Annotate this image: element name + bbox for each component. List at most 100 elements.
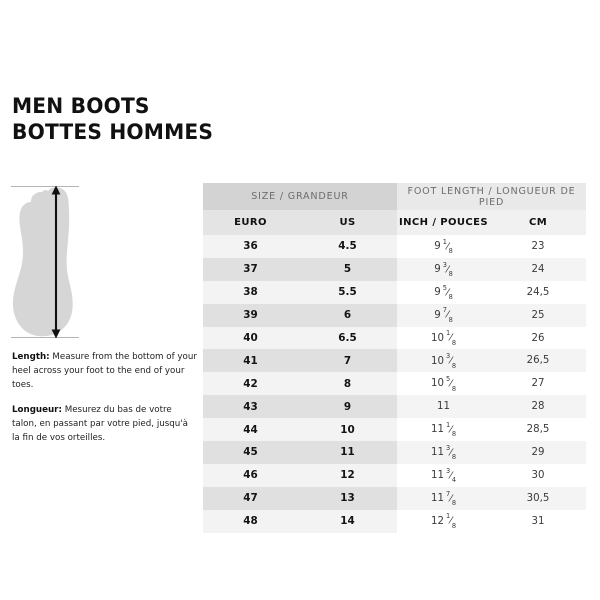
page-title-line-en: MEN BOOTS [12,94,150,119]
cell-cm: 28 [490,395,587,419]
inch-value: 11 1⁄8 [430,420,457,439]
cell-inch: 12 1⁄8 [397,509,491,533]
inch-value: 9 5⁄8 [434,283,453,301]
column-header-cm: CM [490,210,587,235]
measurement-arrow [51,185,61,339]
foot-silhouette [12,187,73,337]
measurement-instructions: Length: Measure from the bottom of your … [12,350,198,445]
table-row: 47 13 11 7⁄8 30,5 [203,486,587,510]
cell-us: 8 [298,372,398,396]
cell-euro: 42 [203,372,298,396]
cell-us: 5.5 [298,280,398,304]
cell-cm: 23 [490,235,587,258]
instruction-english: Length: Measure from the bottom of your … [12,350,198,393]
table-row: 45 11 11 3⁄8 29 [203,441,587,464]
column-header-euro: EURO [203,210,298,235]
cell-inch: 10 3⁄8 [397,349,491,373]
cell-euro: 41 [203,349,298,373]
cell-euro: 37 [203,257,298,281]
table-row: 42 8 10 5⁄8 27 [203,372,587,396]
cell-cm: 26,5 [490,349,587,373]
cell-cm: 30,5 [490,486,587,510]
cell-euro: 39 [203,303,298,327]
table-row: 48 14 12 1⁄8 31 [203,509,587,533]
cell-us: 4.5 [298,235,398,258]
table-row: 36 4.5 9 1⁄8 23 [203,235,587,258]
column-header-us: US [298,210,398,235]
table-row: 43 9 11 28 [203,395,587,419]
inch-value: 11 7⁄8 [430,489,457,507]
page-title-line-fr: BOTTES HOMMES [12,120,214,145]
fraction: 5⁄8 [445,375,457,393]
cell-inch: 11 [397,395,491,419]
cell-us: 6.5 [298,326,398,350]
cell-cm: 27 [490,372,587,396]
fraction: 5⁄8 [442,283,453,301]
cell-us: 11 [298,441,398,464]
table-row: 39 6 9 7⁄8 25 [203,303,587,327]
inch-value: 12 1⁄8 [430,512,457,530]
cell-euro: 46 [203,463,298,487]
inch-value: 11 3⁄4 [430,466,457,485]
cell-inch: 11 3⁄4 [397,463,491,487]
page-title: MEN BOOTS BOTTES HOMMES [12,94,342,146]
fraction: 1⁄8 [445,329,457,347]
fraction: 3⁄8 [442,260,453,279]
cell-us: 9 [298,395,398,419]
inch-value: 9 3⁄8 [434,260,453,279]
group-header-size: SIZE / GRANDEUR [203,183,398,210]
column-header-inch: INCH / POUCES [397,210,491,235]
table-row: 44 10 11 1⁄8 28,5 [203,418,587,442]
inch-value: 9 1⁄8 [434,237,453,256]
cell-us: 10 [298,418,398,442]
cell-inch: 9 3⁄8 [397,257,491,281]
cell-inch: 11 3⁄8 [397,441,491,464]
inch-value: 11 3⁄8 [430,443,457,462]
table-header: SIZE / GRANDEUR FOOT LENGTH / LONGUEUR D… [203,183,587,235]
inch-value: 11 [437,401,450,413]
cell-cm: 26 [490,326,587,350]
table-row: 41 7 10 3⁄8 26,5 [203,349,587,373]
fraction: 3⁄4 [445,466,457,485]
instruction-french: Longueur: Mesurez du bas de votre talon,… [12,403,198,446]
inch-value: 9 7⁄8 [434,306,453,324]
cell-inch: 11 1⁄8 [397,418,491,442]
cell-inch: 9 1⁄8 [397,235,491,258]
fraction: 7⁄8 [445,489,457,507]
cell-cm: 30 [490,463,587,487]
cell-cm: 28,5 [490,418,587,442]
fraction: 3⁄8 [445,443,457,462]
cell-inch: 9 7⁄8 [397,303,491,327]
cell-cm: 25 [490,303,587,327]
table-group-header-row: SIZE / GRANDEUR FOOT LENGTH / LONGUEUR D… [203,183,587,210]
cell-euro: 47 [203,486,298,510]
cell-euro: 36 [203,235,298,258]
table-body: 36 4.5 9 1⁄8 23 37 5 9 3⁄8 24 38 5.5 9 5⁄8 24,5 39 6 9 7⁄8… [203,235,587,533]
cell-euro: 40 [203,326,298,350]
fraction: 1⁄8 [442,237,453,256]
instruction-english-text: Measure from the bottom of your heel acr… [12,352,197,391]
cell-euro: 44 [203,418,298,442]
inch-value: 10 3⁄8 [430,352,457,370]
group-header-foot-length: FOOT LENGTH / LONGUEUR DE PIED [397,183,587,210]
cell-cm: 31 [490,509,587,533]
foot-outline-icon [11,185,79,339]
cell-us: 12 [298,463,398,487]
inch-value: 10 1⁄8 [430,329,457,347]
table-column-header-row: EURO US INCH / POUCES CM [203,210,587,235]
cell-us: 14 [298,509,398,533]
cell-us: 13 [298,486,398,510]
inch-value: 10 5⁄8 [430,375,457,393]
table-row: 40 6.5 10 1⁄8 26 [203,326,587,350]
table-row: 46 12 11 3⁄4 30 [203,463,587,487]
cell-inch: 10 5⁄8 [397,372,491,396]
cell-cm: 29 [490,441,587,464]
size-chart-table: SIZE / GRANDEUR FOOT LENGTH / LONGUEUR D… [203,183,587,533]
table-row: 38 5.5 9 5⁄8 24,5 [203,280,587,304]
cell-cm: 24,5 [490,280,587,304]
instruction-french-lead: Longueur: [12,404,62,415]
cell-euro: 45 [203,441,298,464]
cell-cm: 24 [490,257,587,281]
fraction: 7⁄8 [442,306,453,324]
cell-us: 5 [298,257,398,281]
